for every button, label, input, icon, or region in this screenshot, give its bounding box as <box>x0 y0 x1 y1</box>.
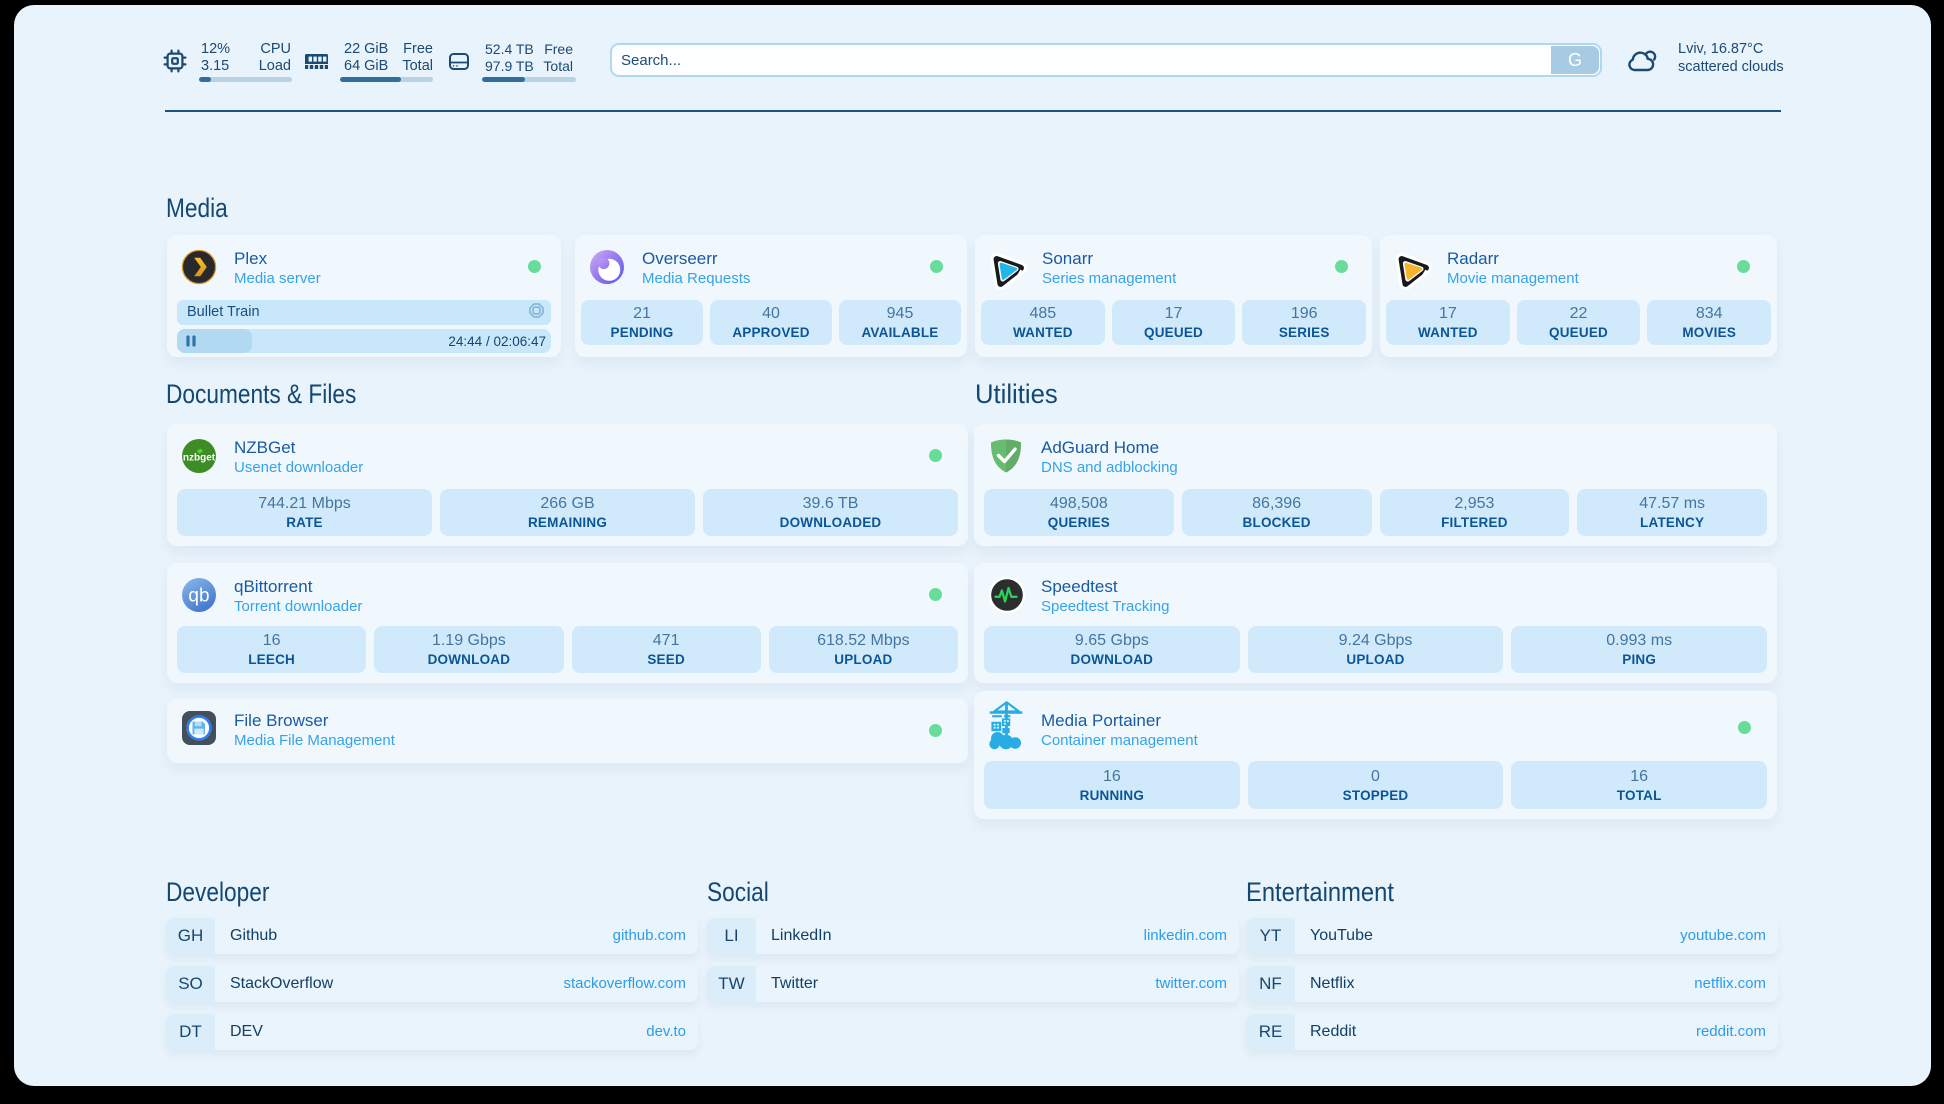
svg-text:nzbget: nzbget <box>183 453 216 464</box>
svg-text:qb: qb <box>188 586 209 607</box>
